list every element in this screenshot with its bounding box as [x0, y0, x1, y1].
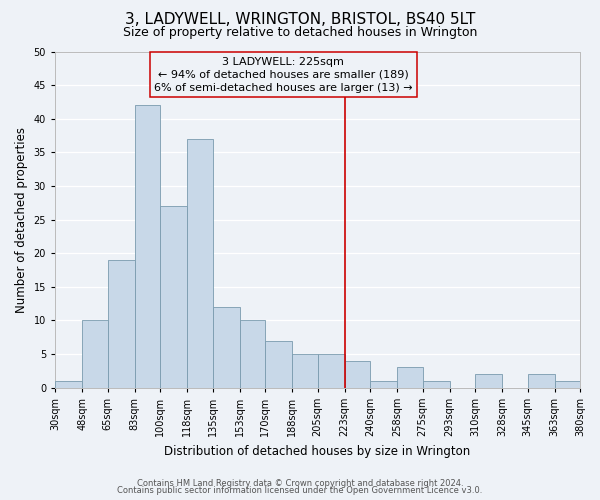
Bar — [55, 381, 82, 388]
Bar — [344, 360, 370, 388]
Text: 3, LADYWELL, WRINGTON, BRISTOL, BS40 5LT: 3, LADYWELL, WRINGTON, BRISTOL, BS40 5LT — [125, 12, 475, 28]
Bar — [397, 368, 422, 388]
Bar — [475, 374, 502, 388]
X-axis label: Distribution of detached houses by size in Wrington: Distribution of detached houses by size … — [164, 444, 470, 458]
Bar — [292, 354, 317, 388]
Bar — [212, 307, 239, 388]
Bar — [554, 381, 580, 388]
Text: 3 LADYWELL: 225sqm
← 94% of detached houses are smaller (189)
6% of semi-detache: 3 LADYWELL: 225sqm ← 94% of detached hou… — [154, 56, 413, 93]
Bar — [265, 340, 292, 388]
Text: Contains HM Land Registry data © Crown copyright and database right 2024.: Contains HM Land Registry data © Crown c… — [137, 478, 463, 488]
Bar — [160, 206, 187, 388]
Text: Contains public sector information licensed under the Open Government Licence v3: Contains public sector information licen… — [118, 486, 482, 495]
Bar — [107, 260, 134, 388]
Bar — [239, 320, 265, 388]
Bar — [317, 354, 344, 388]
Bar — [422, 381, 449, 388]
Bar — [134, 106, 160, 388]
Bar — [82, 320, 107, 388]
Bar — [370, 381, 397, 388]
Bar — [527, 374, 554, 388]
Text: Size of property relative to detached houses in Wrington: Size of property relative to detached ho… — [123, 26, 477, 39]
Bar — [187, 139, 212, 388]
Y-axis label: Number of detached properties: Number of detached properties — [15, 126, 28, 312]
